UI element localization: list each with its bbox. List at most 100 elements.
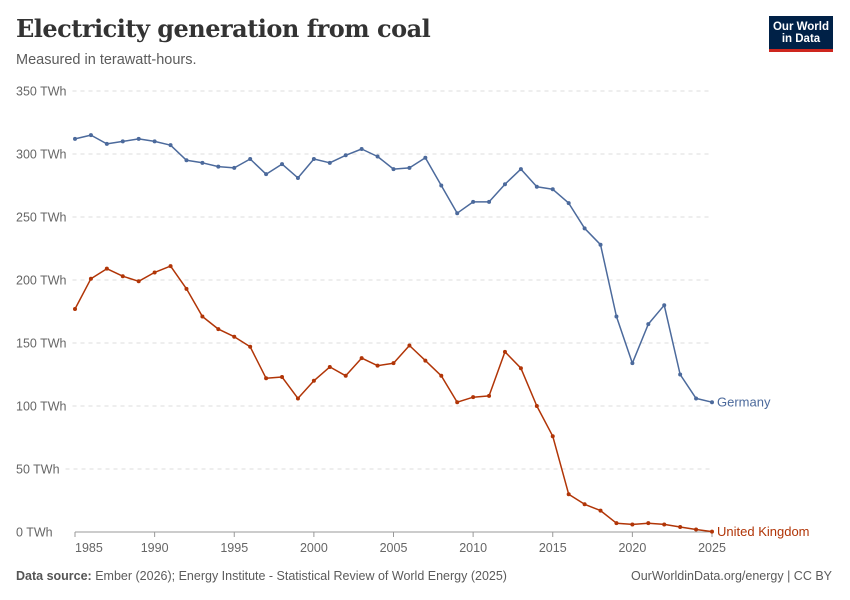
owid-logo[interactable]: Our World in Data: [769, 16, 833, 52]
data-point: [471, 395, 476, 400]
data-point: [614, 521, 619, 526]
data-point: [200, 314, 205, 319]
x-tick-label: 2010: [459, 541, 487, 555]
y-tick-label: 300 TWh: [16, 148, 67, 162]
series-label: Germany: [717, 395, 771, 410]
data-point: [280, 375, 285, 380]
data-point: [439, 373, 444, 378]
data-point: [327, 364, 332, 369]
data-point: [375, 154, 380, 159]
data-point: [694, 527, 699, 532]
data-point: [168, 264, 173, 269]
series-line: [74, 265, 713, 533]
data-point: [216, 164, 221, 169]
data-point: [391, 361, 396, 366]
data-point: [534, 404, 539, 408]
y-tick-label: 0 TWh: [16, 526, 53, 540]
y-axis-ticks: 0 TWh 50 TWh 100 TWh 150 TWh 200 TWh 250 TWh 3…: [16, 85, 67, 540]
data-point: [598, 242, 603, 247]
data-point: [120, 274, 125, 279]
x-tick-label: 1995: [220, 541, 248, 555]
data-point: [88, 133, 93, 138]
data-point: [423, 358, 428, 363]
data-point: [200, 160, 205, 165]
y-tick-label: 200 TWh: [16, 274, 67, 288]
data-point: [423, 155, 428, 160]
chart-subtitle: Measured in terawatt-hours.: [16, 52, 197, 68]
data-point: [630, 361, 635, 366]
chart-title: Electricity generation from coal: [16, 14, 431, 43]
x-axis: 1985 1990 1995 2000 2005 2010 2015 2020 2025: [74, 531, 726, 555]
logo-line-2: in Data: [781, 32, 821, 45]
data-point: [152, 139, 157, 144]
y-tick-label: 150 TWh: [16, 337, 67, 351]
owid-link[interactable]: OurWorldinData.org/energy | CC BY: [630, 569, 832, 583]
series-united-kingdom: United Kingdom: [73, 264, 810, 539]
x-tick-label: 1985: [75, 541, 103, 555]
data-point: [630, 522, 635, 527]
data-point: [184, 158, 189, 163]
data-point: [168, 143, 173, 148]
data-point: [152, 270, 157, 275]
data-source: Data source: Ember (2026); Energy Instit…: [16, 569, 507, 583]
data-point: [646, 521, 651, 526]
series-lines: Germany United Kingdom: [73, 133, 810, 539]
logo-line-1: Our World: [772, 20, 829, 33]
data-point: [471, 199, 476, 204]
data-point: [582, 502, 587, 507]
y-tick-label: 50 TWh: [16, 463, 60, 477]
data-point: [248, 157, 253, 162]
data-point: [487, 393, 492, 398]
data-point: [104, 266, 109, 271]
data-point: [678, 524, 683, 529]
data-point: [566, 492, 571, 497]
data-point: [694, 396, 699, 401]
data-point: [710, 529, 714, 534]
data-point: [439, 183, 444, 188]
x-tick-label: 2000: [300, 541, 328, 555]
data-point: [343, 153, 348, 158]
data-point: [534, 184, 539, 189]
data-point: [327, 160, 332, 165]
series-label: United Kingdom: [717, 524, 810, 539]
data-point: [391, 167, 396, 172]
data-point: [518, 167, 523, 172]
data-point: [375, 363, 380, 368]
data-point: [120, 139, 125, 144]
x-tick-label: 2015: [539, 541, 567, 555]
data-point: [311, 157, 316, 162]
data-point: [566, 201, 571, 206]
x-tick-label: 2005: [380, 541, 408, 555]
data-point: [359, 146, 364, 151]
data-point: [216, 327, 221, 332]
data-point: [678, 372, 683, 377]
data-point: [407, 343, 412, 348]
data-point: [264, 172, 269, 177]
data-point: [295, 396, 300, 401]
data-point: [455, 400, 460, 405]
data-point: [518, 366, 523, 371]
x-tick-label: 2025: [698, 541, 726, 555]
series-germany: Germany: [73, 133, 771, 410]
data-point: [646, 322, 651, 327]
data-point: [280, 162, 285, 167]
data-point: [550, 434, 555, 439]
data-point: [311, 378, 316, 383]
x-tick-label: 2020: [618, 541, 646, 555]
data-point: [710, 400, 714, 405]
data-point: [455, 211, 460, 216]
data-source-text: Ember (2026); Energy Institute - Statist…: [95, 569, 507, 583]
gridlines: [65, 90, 712, 470]
data-source-label: Data source:: [16, 569, 92, 583]
y-tick-label: 350 TWh: [16, 85, 67, 99]
data-point: [598, 508, 603, 513]
data-point: [136, 279, 141, 284]
data-point: [232, 334, 237, 339]
data-point: [614, 314, 619, 319]
data-point: [662, 303, 667, 308]
data-point: [264, 376, 269, 381]
data-point: [248, 344, 253, 349]
data-point: [487, 199, 492, 204]
data-point: [73, 136, 77, 141]
